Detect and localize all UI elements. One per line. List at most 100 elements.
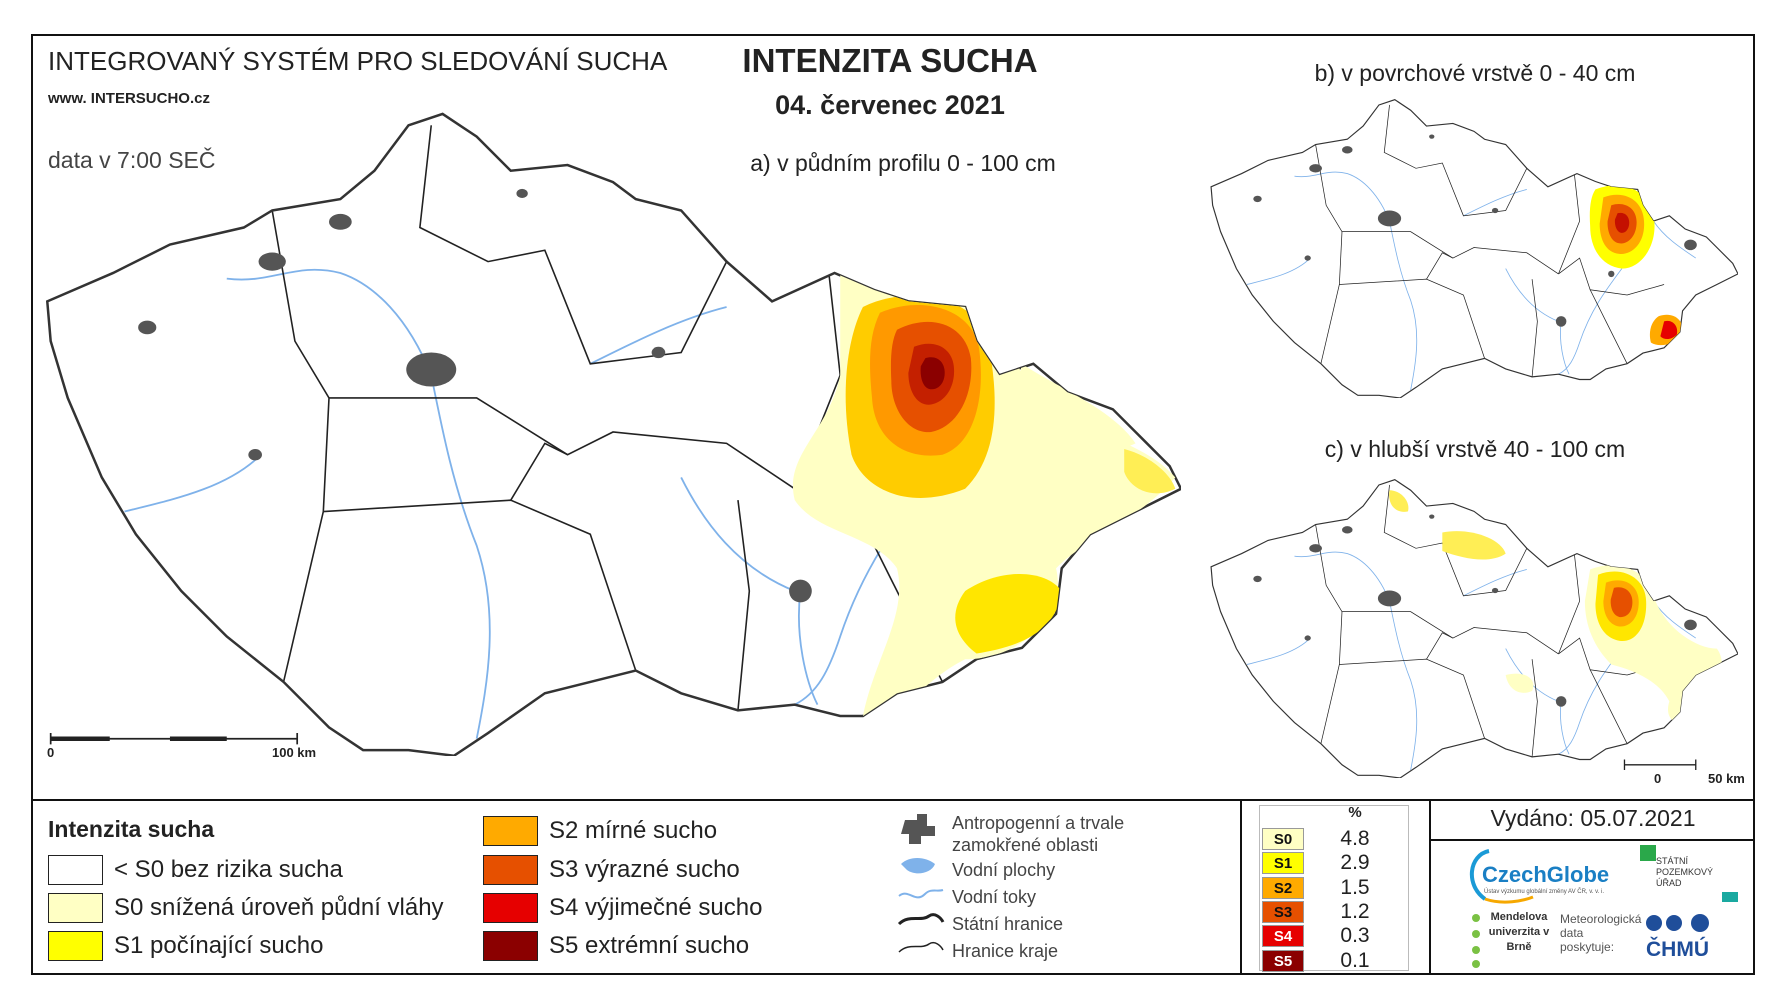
legend-title: Intenzita sucha bbox=[48, 816, 215, 842]
mendelu-dots-shape bbox=[1472, 946, 1480, 954]
map-surface bbox=[1210, 97, 1738, 398]
drought-layer-shape bbox=[1124, 449, 1176, 494]
layer-icons-shape bbox=[897, 913, 945, 926]
czechglobe-logo bbox=[1469, 849, 1534, 904]
layer-icons-shape bbox=[898, 941, 944, 953]
map-surface-shape bbox=[1211, 100, 1738, 398]
website: www. INTERSUCHO.cz bbox=[48, 90, 210, 107]
drought-layer bbox=[1389, 490, 1724, 724]
czechglobe-logo-shape bbox=[1484, 895, 1534, 904]
system-title: INTEGROVANÝ SYSTÉM PRO SLEDOVÁNÍ SUCHA bbox=[48, 46, 668, 76]
czechglobe-sub: Ústav výzkumu globální změny AV ČR, v. v… bbox=[1484, 889, 1605, 895]
map-caption: a) v půdním profilu 0 - 100 cm bbox=[750, 150, 1056, 176]
stats-class: S5 bbox=[1262, 949, 1304, 972]
scale-label: 50 km bbox=[1708, 771, 1745, 786]
scale-label: 0 bbox=[47, 745, 55, 760]
mendelu-dots-shape bbox=[1472, 930, 1480, 938]
legend-swatch bbox=[48, 855, 103, 885]
drought-layer bbox=[792, 271, 1176, 716]
spu-mark bbox=[1640, 845, 1656, 861]
legend-label: S2 mírné sucho bbox=[549, 817, 718, 844]
map-deep bbox=[1210, 477, 1738, 778]
scale-label: 100 km bbox=[272, 745, 317, 760]
layer-icons-shape bbox=[898, 889, 944, 899]
legend-swatch bbox=[483, 931, 538, 961]
stats-percent: 2.9 bbox=[1340, 851, 1370, 875]
chmu-mark-shape bbox=[1666, 915, 1682, 931]
drought-layer-shape bbox=[920, 357, 945, 390]
divider bbox=[31, 799, 1755, 801]
stats-class: S3 bbox=[1262, 900, 1304, 923]
legend-swatch bbox=[483, 855, 538, 885]
stats-percent: 0.1 bbox=[1340, 948, 1370, 972]
spu: STÁTNÍ POZEMKOVÝ ÚŘAD bbox=[1656, 856, 1714, 888]
drought-layer-shape bbox=[1442, 531, 1506, 560]
legend-label: S4 výjimečné sucho bbox=[549, 894, 763, 921]
layer-label: Státní hranice bbox=[952, 914, 1064, 934]
legend-label: S1 počínající sucho bbox=[114, 932, 324, 959]
legend-swatch bbox=[48, 931, 103, 961]
divider bbox=[1240, 799, 1242, 973]
chmu: ČHMÚ bbox=[1646, 938, 1709, 961]
map-caption: c) v hlubší vrstvě 40 - 100 cm bbox=[1324, 436, 1626, 462]
layer-icons-shape bbox=[901, 858, 935, 874]
drought-layer-shape bbox=[1660, 320, 1678, 340]
title: INTENZITA SUCHA bbox=[742, 42, 1038, 79]
legend-label: < S0 bez rizika sucha bbox=[114, 856, 343, 883]
issued: Vydáno: 05.07.2021 bbox=[1490, 805, 1696, 831]
chmu-mark-shape bbox=[1646, 915, 1662, 931]
mendelu-dots-shape bbox=[1472, 960, 1480, 968]
layer-label: Antropogenní a trvale zamokřené oblasti bbox=[952, 813, 1125, 855]
legend-label: S5 extrémní sucho bbox=[549, 932, 750, 959]
mendelu-dots bbox=[1472, 914, 1480, 968]
drought-layer-shape bbox=[1019, 363, 1136, 450]
data-time: data v 7:00 SEČ bbox=[48, 147, 216, 173]
scale-bar-shape bbox=[1623, 759, 1697, 771]
layer-label: Vodní toky bbox=[952, 887, 1037, 907]
stats-class: S2 bbox=[1262, 876, 1304, 899]
layer-label: Hranice kraje bbox=[952, 941, 1059, 961]
legend-swatch bbox=[48, 893, 103, 923]
stats-class: S1 bbox=[1262, 852, 1304, 875]
scale-label: 0 bbox=[1654, 771, 1662, 786]
map-main bbox=[45, 108, 1181, 756]
date: 04. červenec 2021 bbox=[775, 90, 1005, 120]
frame bbox=[31, 34, 1755, 975]
drought-layer-shape bbox=[1505, 673, 1534, 693]
drought-layer-shape bbox=[1610, 587, 1633, 618]
divider bbox=[1431, 839, 1755, 841]
layer-icons bbox=[897, 814, 945, 953]
stats-class: S0 bbox=[1262, 828, 1304, 850]
drought-layer-shape bbox=[1614, 212, 1630, 233]
mendelu-dots-shape bbox=[1472, 914, 1480, 922]
legend-swatch bbox=[483, 893, 538, 923]
chmu-mark bbox=[1646, 914, 1709, 932]
chmu-mark-shape bbox=[1691, 914, 1709, 932]
drought-layer-shape bbox=[1693, 675, 1724, 708]
legend-label: S3 výrazné sucho bbox=[549, 856, 740, 883]
scale-bar bbox=[1623, 759, 1697, 771]
mendelu: Mendelova univerzita v Brně bbox=[1488, 911, 1550, 953]
drought-layer-shape bbox=[1389, 490, 1409, 512]
stats-percent: 0.3 bbox=[1340, 924, 1370, 948]
stats-percent: 1.2 bbox=[1340, 899, 1370, 923]
layer-label: Vodní plochy bbox=[952, 860, 1056, 880]
stats-class: S4 bbox=[1262, 925, 1304, 948]
spu-mark bbox=[1722, 892, 1738, 902]
stats-header: % bbox=[1348, 804, 1362, 821]
legend-label: S0 snížená úroveň půdní vláhy bbox=[114, 894, 444, 921]
stats-percent: 1.5 bbox=[1340, 875, 1370, 899]
stats-table bbox=[1259, 805, 1409, 971]
chmu-note: Meteorologická data poskytuje: bbox=[1560, 912, 1642, 954]
map-caption: b) v povrchové vrstvě 0 - 40 cm bbox=[1314, 60, 1636, 86]
scale-bar bbox=[49, 733, 299, 745]
czechglobe-logo-shape bbox=[1469, 849, 1490, 901]
drought-layer-shape bbox=[955, 574, 1062, 654]
legend-swatch bbox=[483, 816, 538, 846]
layer-icons-shape bbox=[901, 814, 935, 844]
stats-percent: 4.8 bbox=[1340, 827, 1370, 850]
czechglobe: CzechGlobe bbox=[1482, 862, 1610, 887]
divider bbox=[1429, 799, 1431, 973]
